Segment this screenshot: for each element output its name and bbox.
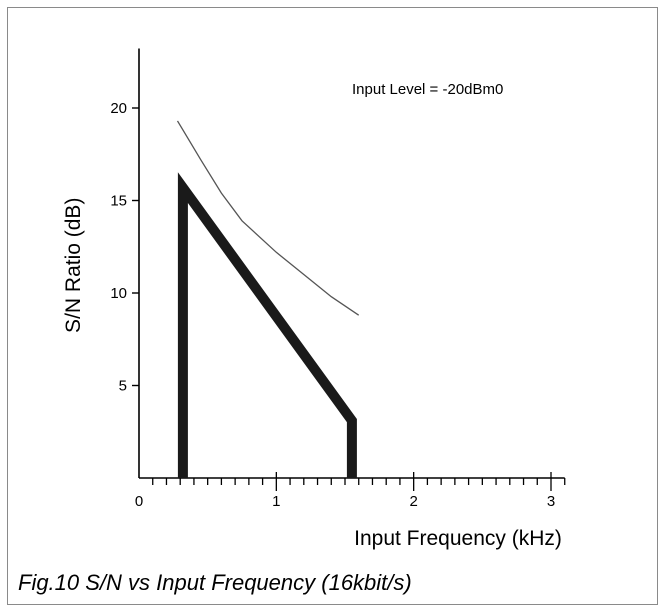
- y-tick-label-10: 10: [110, 285, 127, 302]
- x-tick-label-3: 3: [547, 493, 555, 510]
- x-tick-label-1: 1: [272, 493, 280, 510]
- y-tick-label-5: 5: [119, 378, 127, 395]
- series-1-thin-line: [176, 120, 360, 316]
- x-tick-label-2: 2: [409, 493, 417, 510]
- y-tick-label-15: 15: [110, 193, 127, 210]
- chart-frame: [7, 7, 658, 605]
- y-tick-label-20: 20: [110, 100, 127, 117]
- figure-caption: Fig.10 S/N vs Input Frequency (16kbit/s): [18, 570, 412, 595]
- y-axis-label: S/N Ratio (dB): [62, 198, 85, 333]
- series-2-thick-line: [177, 172, 357, 478]
- series-layer: [176, 120, 360, 478]
- x-axis-label: Input Frequency (kHz): [354, 527, 562, 550]
- axes: 5 10 15 20 0 1 2 3: [110, 48, 566, 510]
- x-tick-label-0: 0: [135, 493, 143, 510]
- input-level-annotation: Input Level = -20dBm0: [352, 81, 503, 98]
